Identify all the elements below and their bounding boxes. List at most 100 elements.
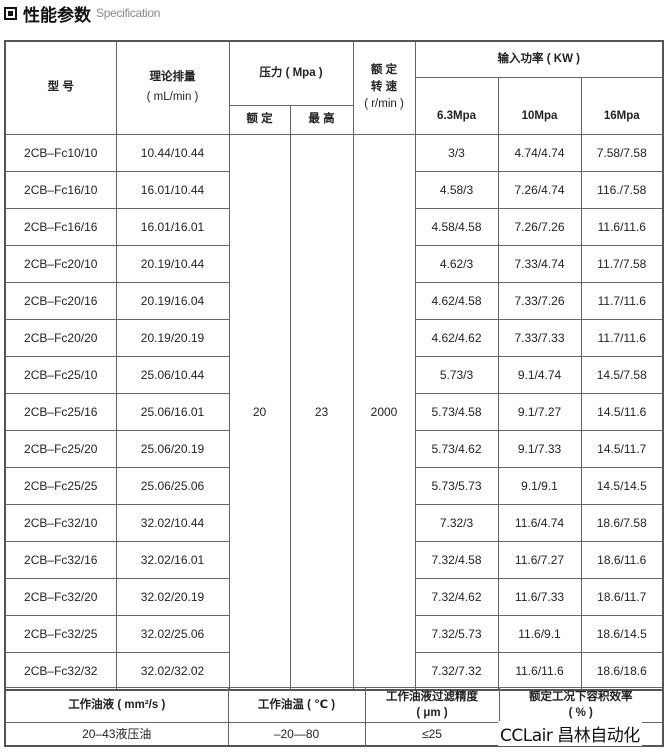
rated-pressure-cell: 20 (228, 133, 291, 690)
header-pressure-rated: 额 定 (228, 104, 291, 135)
power-10-cell: 11.6/4.74 (497, 503, 582, 542)
header-speed-unit: ( r/min ) (364, 98, 404, 111)
header-displacement-label: 理论排量 (149, 71, 196, 83)
displacement-cell: 25.06/10.44 (115, 355, 230, 394)
header-speed: 额 定转 速 ( r/min ) (352, 40, 416, 135)
power-10-cell: 4.74/4.74 (497, 133, 582, 172)
header-pressure-max: 最 高 (289, 104, 354, 135)
power-16-cell: 18.6/14.5 (580, 614, 664, 653)
model-cell: 2CB–Fc25/25 (4, 466, 117, 505)
table-row: 2CB–Fc32/25 32.02/25.06 7.32/5.73 11.6/9.1 1… (4, 614, 664, 653)
power-10-cell: 9.1/4.74 (497, 355, 582, 394)
power-6.3-cell: 4.58/3 (414, 170, 499, 209)
table-row: 2CB–Fc20/10 20.19/10.44 4.62/3 7.33/4.74 11.… (4, 244, 664, 283)
power-10-cell: 11.6/7.33 (497, 577, 582, 616)
power-6.3-cell: 7.32/4.58 (414, 540, 499, 579)
table-row: 2CB–Fc32/10 32.02/10.44 7.32/3 11.6/4.74 18.… (4, 503, 664, 542)
section-title-en: Specification (96, 6, 161, 20)
header-power-10: 10Mpa (497, 76, 582, 135)
table-row: 2CB–Fc25/10 25.06/10.44 5.73/3 9.1/4.74 14.5… (4, 355, 664, 394)
model-cell: 2CB–Fc20/10 (4, 244, 117, 283)
power-16-cell: 11.7/11.6 (580, 281, 664, 320)
power-10-cell: 7.33/4.74 (497, 244, 582, 283)
fluid-value: 20–43液压油 (4, 722, 229, 747)
power-6.3-cell: 4.58/4.58 (414, 207, 499, 246)
model-cell: 2CB–Fc32/16 (4, 540, 117, 579)
model-cell: 2CB–Fc16/16 (4, 207, 117, 246)
header-displacement: 理论排量 ( mL/min ) (115, 40, 230, 135)
power-6.3-cell: 5.73/5.73 (414, 466, 499, 505)
efficiency-label: 额定工况下容积效率 ( % ) (498, 687, 664, 723)
section-title: 性能参数 Specification (4, 2, 161, 26)
model-cell: 2CB–Fc25/16 (4, 392, 117, 431)
spec-table: 型 号 理论排量( mL/min ) 压力 ( Mpa ) 额 定转 速( r/… (4, 40, 664, 691)
square-bullet-icon (4, 6, 17, 20)
model-cell: 2CB–Fc20/20 (4, 318, 117, 357)
header-power-6.3: 6.3Mpa (414, 76, 499, 135)
power-6.3-cell: 7.32/5.73 (414, 614, 499, 653)
power-10-cell: 7.26/4.74 (497, 170, 582, 209)
table-row: 2CB–Fc10/10 10.44/10.44 20 23 2000 3/3 4.74/4.… (4, 133, 664, 690)
table-row: 2CB–Fc20/16 20.19/16.04 4.62/4.58 7.33/7.26… (4, 281, 664, 320)
power-6.3-cell: 5.73/4.62 (414, 429, 499, 468)
table-row: 2CB–Fc25/25 25.06/25.06 5.73/5.73 9.1/9.1 14… (4, 466, 664, 505)
displacement-cell: 10.44/10.44 (115, 133, 230, 172)
max-pressure-cell: 23 (289, 133, 354, 690)
efficiency-label-2: ( % ) (568, 707, 593, 719)
power-16-cell: 11.6/11.6 (580, 207, 664, 246)
power-10-cell: 7.33/7.26 (497, 281, 582, 320)
power-10-cell: 11.6/7.27 (497, 540, 582, 579)
power-16-cell: 18.6/18.6 (580, 651, 664, 690)
temp-label: 工作油温 ( ℃ ) (227, 687, 366, 723)
filter-label-2: ( μm ) (416, 707, 448, 719)
power-10-cell: 9.1/7.27 (497, 392, 582, 431)
table-row: 2CB–Fc16/16 16.01/16.01 4.58/4.58 7.26/7.26… (4, 207, 664, 246)
power-10-cell: 9.1/7.33 (497, 429, 582, 468)
model-cell: 2CB–Fc20/16 (4, 281, 117, 320)
displacement-cell: 25.06/20.19 (115, 429, 230, 468)
power-16-cell: 18.6/11.6 (580, 540, 664, 579)
section-title-cn: 性能参数 (23, 5, 91, 26)
temp-value: –20—80 (227, 722, 366, 747)
power-6.3-cell: 5.73/3 (414, 355, 499, 394)
header-model: 型 号 (4, 40, 117, 135)
model-cell: 2CB–Fc10/10 (4, 133, 117, 172)
power-16-cell: 14.5/11.6 (580, 392, 664, 431)
model-cell: 2CB–Fc32/32 (4, 651, 117, 690)
displacement-cell: 16.01/10.44 (115, 170, 230, 209)
model-cell: 2CB–Fc16/10 (4, 170, 117, 209)
displacement-cell: 16.01/16.01 (115, 207, 230, 246)
power-16-cell: 11.7/7.58 (580, 244, 664, 283)
filter-value: ≤25 (364, 722, 500, 747)
power-6.3-cell: 7.32/7.32 (414, 651, 499, 690)
power-16-cell: 11.7/11.6 (580, 318, 664, 357)
model-cell: 2CB–Fc32/10 (4, 503, 117, 542)
displacement-cell: 20.19/10.44 (115, 244, 230, 283)
efficiency-label-1: 额定工况下容积效率 (529, 690, 633, 703)
table-row: 2CB–Fc32/20 32.02/20.19 7.32/4.62 11.6/7.33… (4, 577, 664, 616)
watermark: CCLair 昌林自动化 (498, 721, 642, 746)
power-10-cell: 11.6/9.1 (497, 614, 582, 653)
filter-label-1: 工作油液过滤精度 (386, 690, 478, 703)
header-displacement-unit: ( mL/min ) (146, 91, 199, 104)
displacement-cell: 32.02/32.02 (115, 651, 230, 690)
displacement-cell: 32.02/20.19 (115, 577, 230, 616)
displacement-cell: 32.02/10.44 (115, 503, 230, 542)
rated-speed-cell: 2000 (352, 133, 416, 690)
model-cell: 2CB–Fc25/20 (4, 429, 117, 468)
model-cell: 2CB–Fc32/25 (4, 614, 117, 653)
power-6.3-cell: 4.62/4.58 (414, 281, 499, 320)
power-10-cell: 11.6/11.6 (497, 651, 582, 690)
power-6.3-cell: 7.32/3 (414, 503, 499, 542)
power-10-cell: 9.1/9.1 (497, 466, 582, 505)
model-cell: 2CB–Fc25/10 (4, 355, 117, 394)
model-cell: 2CB–Fc32/20 (4, 577, 117, 616)
table-row: 2CB–Fc20/20 20.19/20.19 4.62/4.62 7.33/7.33… (4, 318, 664, 357)
header-power: 输入功率 ( KW ) (414, 40, 664, 78)
header-power-16: 16Mpa (580, 76, 664, 135)
header-speed-l2: 转 速 (370, 81, 398, 94)
table-row: 2CB–Fc16/10 16.01/10.44 4.58/3 7.26/4.74 116… (4, 170, 664, 209)
power-6.3-cell: 5.73/4.58 (414, 392, 499, 431)
power-6.3-cell: 7.32/4.62 (414, 577, 499, 616)
power-6.3-cell: 4.62/3 (414, 244, 499, 283)
